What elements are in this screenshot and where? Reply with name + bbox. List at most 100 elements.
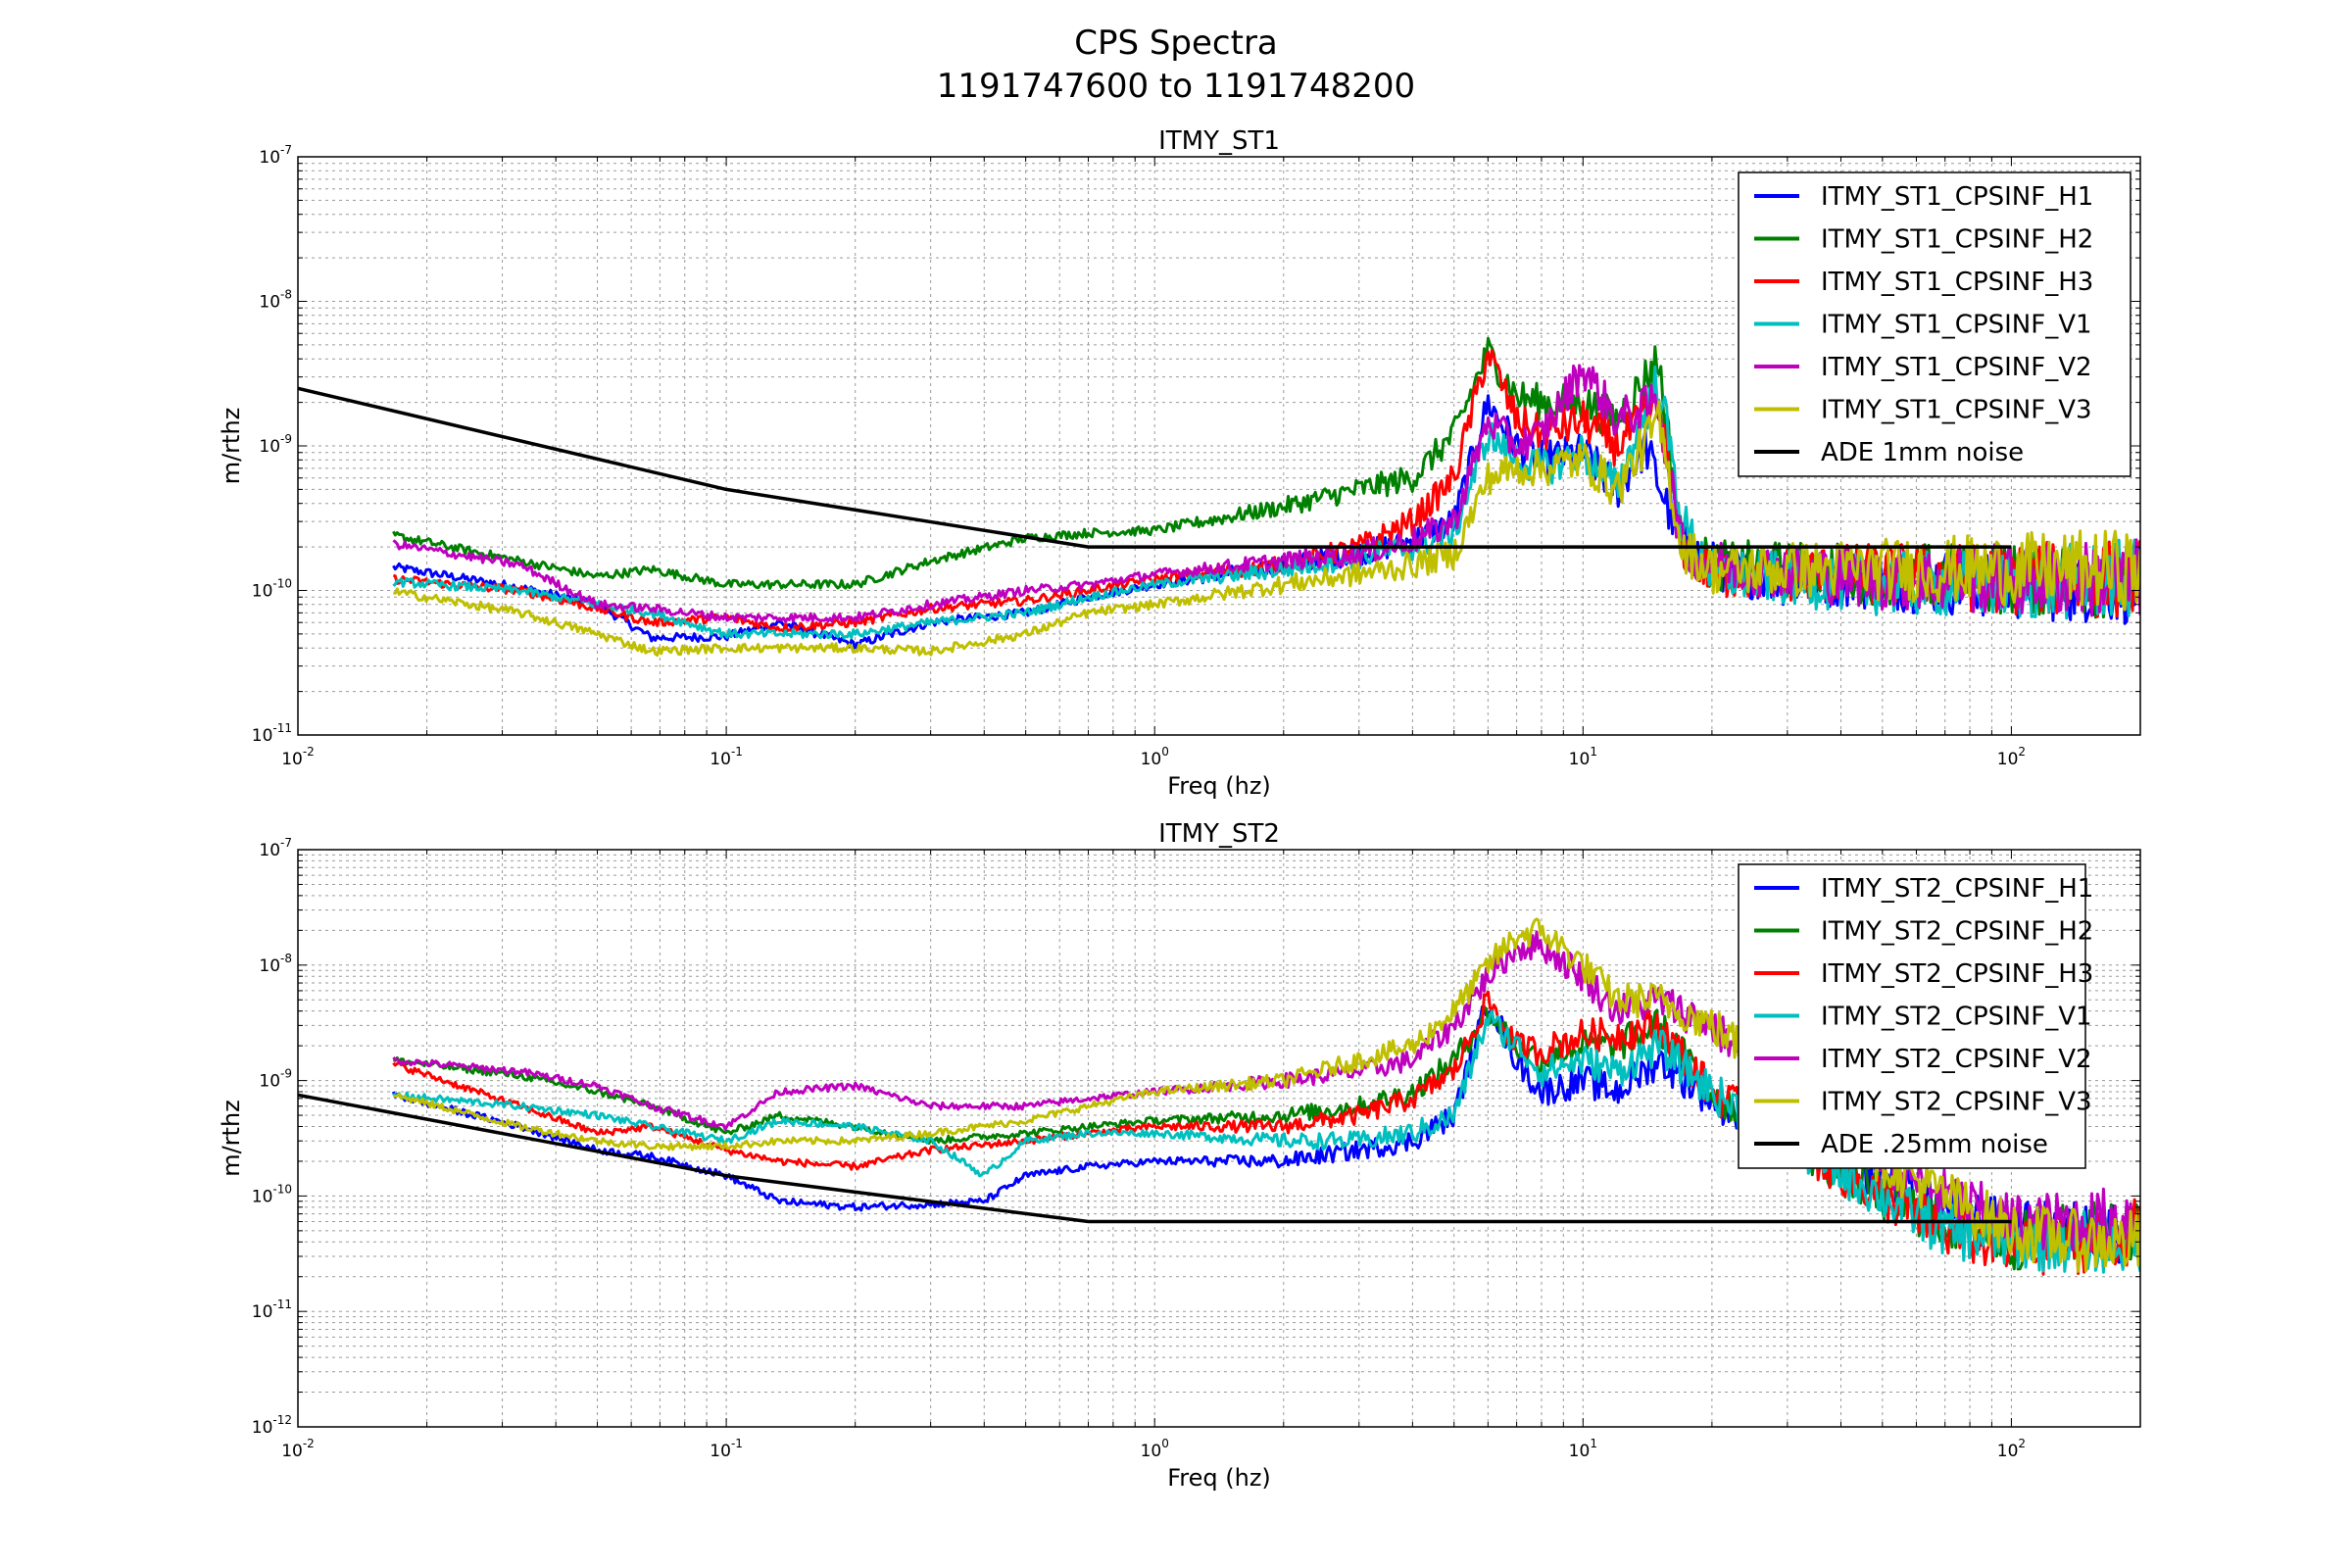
x-tick-label: 10-2 [281,1437,315,1461]
figure-title-line2: 1191747600 to 1191748200 [936,67,1416,106]
tick-exponent: -1 [731,1437,743,1450]
tick-base: 10 [252,1418,273,1438]
figure-title-line1: CPS Spectra [1074,24,1278,63]
tick-base: 10 [252,726,273,746]
x-axis-label: Freq (hz) [1167,772,1271,800]
tick-exponent: -8 [280,288,292,302]
tick-base: 10 [259,437,280,457]
x-tick-label: 102 [1997,745,2026,769]
chart-title: ITMY_ST1 [1158,126,1280,156]
x-tick-label: 10-1 [710,745,743,769]
tick-base: 10 [710,1442,731,1461]
tick-exponent: -2 [303,1437,315,1450]
y-tick-label: 10-8 [259,288,292,313]
tick-exponent: -12 [272,1413,292,1427]
y-tick-label: 10-9 [259,1067,292,1092]
axis-ticks [297,156,2141,736]
legend-box [1738,172,2132,477]
tick-base: 10 [259,956,280,976]
x-tick-label: 100 [1141,1437,1169,1461]
y-axis-label: m/rthz [218,408,245,485]
legend-label: ITMY_ST2_CPSINF_V1 [1821,1003,2092,1032]
legend-label: ITMY_ST2_CPSINF_H1 [1821,874,2093,904]
y-tick-label: 10-10 [252,577,292,602]
x-tick-label: 101 [1569,745,1597,769]
y-tick-label: 10-12 [252,1413,292,1438]
tick-exponent: -7 [280,143,292,157]
legend-label: ADE .25mm noise [1821,1130,2048,1159]
tick-exponent: -11 [272,1298,292,1311]
legend-label: ITMY_ST2_CPSINF_H3 [1821,959,2093,989]
tick-exponent: 0 [1161,745,1169,759]
axis-ticks [297,849,2141,1428]
y-tick-label: 10-9 [259,432,292,457]
tick-exponent: -1 [731,745,743,759]
legend-label: ITMY_ST1_CPSINF_H3 [1821,268,2093,297]
x-tick-label: 100 [1141,745,1169,769]
y-tick-label: 10-8 [259,952,292,976]
tick-exponent: 0 [1161,1437,1169,1450]
tick-exponent: -10 [272,1182,292,1196]
tick-exponent: 2 [2018,745,2026,759]
legend: ITMY_ST2_CPSINF_H1 ITMY_ST2_CPSINF_H2 ITMY… [1738,863,2093,1169]
plot-frame [297,849,2141,1428]
y-tick-label: 10-11 [252,721,292,746]
tick-base: 10 [281,750,303,769]
tick-exponent: -9 [280,1067,292,1081]
tick-base: 10 [1569,1442,1591,1461]
x-tick-label: 102 [1997,1437,2026,1461]
tick-base: 10 [1141,1442,1162,1461]
tick-exponent: -9 [280,432,292,446]
series-line-6 [393,400,2140,658]
tick-base: 10 [259,293,280,313]
tick-base: 10 [1997,750,2019,769]
legend: ITMY_ST1_CPSINF_H1 ITMY_ST1_CPSINF_H2 ITMY… [1738,172,2132,477]
legend-label: ITMY_ST2_CPSINF_V2 [1821,1045,2092,1074]
legend-label: ITMY_ST1_CPSINF_H1 [1821,182,2093,212]
tick-base: 10 [252,1302,273,1322]
x-tick-label: 10-1 [710,1437,743,1461]
legend-label: ITMY_ST2_CPSINF_V3 [1821,1088,2092,1117]
chart-panel-2: 10-2 10-1 100 101 10210-1210-1110-1010-910-8… [218,819,2141,1492]
y-tick-label: 10-7 [259,143,292,168]
y-tick-label: 10-7 [259,836,292,860]
legend-label: ITMY_ST2_CPSINF_H2 [1821,917,2093,947]
tick-exponent: -11 [272,721,292,735]
tick-exponent: 2 [2018,1437,2026,1450]
tick-base: 10 [710,750,731,769]
x-tick-label: 10-2 [281,745,315,769]
series-group [298,336,2140,658]
y-tick-label: 10-11 [252,1298,292,1322]
figure-title: CPS Spectra 1191747600 to 1191748200 [0,22,2352,108]
legend-label: ITMY_ST1_CPSINF_V2 [1821,353,2092,382]
chart-title: ITMY_ST2 [1158,819,1280,849]
y-axis-label: m/rthz [218,1100,245,1177]
legend-label: ITMY_ST1_CPSINF_H2 [1821,225,2093,255]
tick-base: 10 [252,582,273,602]
tick-exponent: -8 [280,952,292,965]
tick-exponent: 1 [1590,745,1597,759]
series-line-7 [298,1093,2012,1224]
legend-label: ADE 1mm noise [1821,438,2024,467]
tick-base: 10 [259,148,280,168]
y-tick-label: 10-10 [252,1182,292,1206]
legend-label: ITMY_ST1_CPSINF_V1 [1821,311,2092,340]
tick-base: 10 [259,841,280,860]
series-line-7 [298,386,2012,549]
tick-exponent: -7 [280,836,292,850]
tick-base: 10 [281,1442,303,1461]
tick-base: 10 [259,1072,280,1092]
tick-exponent: 1 [1590,1437,1597,1450]
tick-base: 10 [1141,750,1162,769]
tick-exponent: -10 [272,577,292,591]
tick-base: 10 [1997,1442,2019,1461]
legend-label: ITMY_ST1_CPSINF_V3 [1821,396,2092,425]
tick-exponent: -2 [303,745,315,759]
tick-base: 10 [1569,750,1591,769]
series-line-5 [392,364,2140,623]
tick-base: 10 [252,1187,273,1206]
x-tick-label: 101 [1569,1437,1597,1461]
x-axis-label: Freq (hz) [1167,1464,1271,1492]
